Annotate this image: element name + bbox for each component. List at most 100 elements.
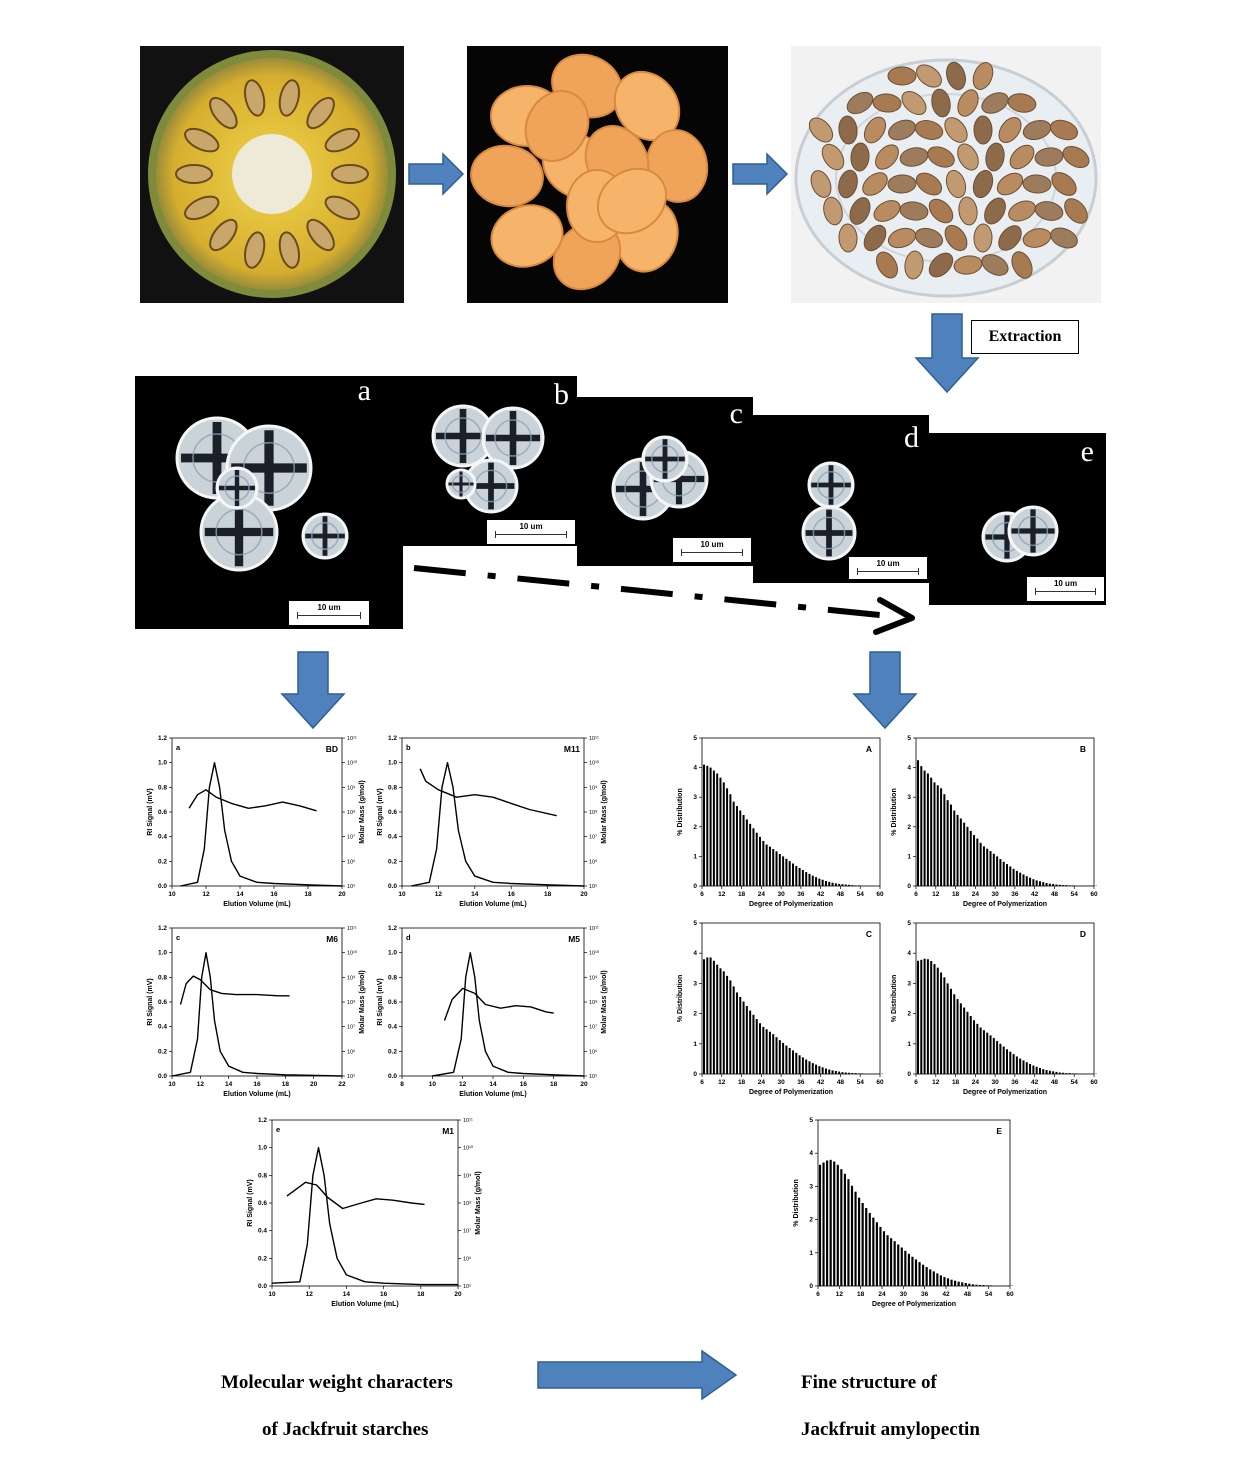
y2-tick-label: 10⁹ (347, 784, 355, 791)
dp-bar (1045, 883, 1048, 886)
dp-bar (953, 994, 956, 1074)
dp-bar (1029, 877, 1032, 886)
y-tick-label: 3 (907, 980, 911, 987)
plot-frame (701, 922, 881, 1075)
y2-tick-label: 10¹⁰ (347, 950, 358, 957)
dp-bar (778, 854, 781, 886)
dp-bar (749, 823, 752, 886)
y-axis-label: RI Signal (mV) (377, 788, 384, 835)
dp-bar (829, 1159, 832, 1286)
dp-bar (792, 1050, 795, 1074)
x-tick-label: 14 (236, 891, 244, 898)
dp-bar (968, 1283, 971, 1286)
micrograph-a: a 10 um (135, 376, 403, 629)
dp-bar (1015, 1056, 1018, 1074)
ri-signal-curve (432, 952, 585, 1077)
x-tick-label: 30 (991, 1079, 999, 1086)
y-axis-label: % Distribution (891, 788, 898, 835)
dp-bar (872, 1217, 875, 1286)
dp-bar (882, 1231, 886, 1286)
micrograph-letter-e: e (1080, 435, 1094, 468)
dp-bar (976, 1023, 979, 1074)
arrow-right-bottom (536, 1348, 740, 1407)
panel-corner-label: M11 (564, 744, 580, 754)
y-tick-label: 1.2 (258, 1117, 267, 1124)
dp-bar (925, 1267, 928, 1286)
dp-bar (739, 810, 742, 886)
x-tick-label: 24 (972, 1079, 980, 1086)
dp-bar (831, 1070, 834, 1074)
y2-tick-label: 10¹¹ (463, 1118, 473, 1124)
dp-bar (1019, 872, 1022, 886)
micrograph-letter-d: d (904, 421, 919, 454)
dp-bar (966, 826, 969, 886)
panel-letter: c (176, 933, 180, 942)
dp-bar (949, 804, 952, 886)
x-tick-label: 42 (942, 1291, 950, 1298)
x-tick-label: 10 (168, 1081, 176, 1088)
x-tick-label: 24 (972, 891, 980, 898)
y-tick-label: 4 (907, 950, 911, 957)
y-tick-label: 5 (907, 920, 911, 927)
y-tick-label: 5 (809, 1117, 813, 1124)
dp-bar (857, 1073, 860, 1074)
x-axis-label: Elution Volume (mL) (223, 901, 291, 908)
x-tick-label: 18 (952, 1079, 960, 1086)
dp-bar (716, 964, 719, 1074)
y-tick-label: 1 (907, 1041, 911, 1048)
x-axis-label: Elution Volume (mL) (459, 1091, 527, 1098)
x-tick-label: 42 (817, 1079, 825, 1086)
dp-bar (964, 1283, 967, 1286)
y-tick-label: 2 (693, 1011, 697, 1018)
y2-tick-label: 10⁸ (347, 809, 355, 816)
dp-bar (1052, 883, 1055, 886)
dp-bar (1071, 1073, 1074, 1074)
plot-frame (171, 737, 343, 887)
x-tick-label: 54 (1071, 891, 1079, 898)
plot-frame (171, 927, 343, 1077)
caption-right-line-1: Fine structure of (801, 1372, 937, 1393)
dp-bar (1022, 874, 1025, 886)
dp-bar (851, 885, 854, 886)
scale-bar-text: 10 um (876, 559, 900, 568)
y-tick-label: 5 (693, 735, 697, 742)
dp-bar (768, 1031, 771, 1074)
scale-bar-c: 10 um (673, 538, 751, 562)
dp-bar (917, 960, 920, 1074)
dp-bar (1071, 885, 1074, 886)
x-tick-label: 10 (398, 891, 406, 898)
dp-bar (907, 1253, 910, 1286)
dp-bar (959, 1003, 962, 1074)
dp-bar (824, 1068, 827, 1074)
dp-bar (831, 882, 834, 886)
y2-tick-label: 10⁵ (589, 1073, 597, 1080)
x-tick-label: 14 (343, 1291, 351, 1298)
molar-mass-curve (443, 987, 554, 1021)
dp-bar (992, 1038, 995, 1074)
x-axis-label: Degree of Polymerization (872, 1301, 956, 1308)
photo-jackfruit-seeds (791, 46, 1101, 303)
micrograph-c: c 10 um (577, 397, 753, 566)
dp-bar (854, 1073, 857, 1074)
x-tick-label: 36 (921, 1291, 929, 1298)
dp-bar (833, 1161, 836, 1286)
dp-bar (1068, 885, 1071, 886)
mw-chart-c: 10 12 14 16 18 20 22 0.0 0.2 0.4 0.6 0.8 1.0 1.2 Eluti… (140, 920, 370, 1102)
y2-axis-label: Molar Mass (g/mol) (601, 780, 608, 843)
dp-bar (755, 1019, 758, 1074)
dp-bar (886, 1235, 889, 1286)
dp-bar (775, 851, 778, 886)
dp-bar (1038, 881, 1041, 886)
scale-bar-text: 10 um (1053, 579, 1078, 588)
x-tick-label: 12 (202, 891, 210, 898)
dp-bar (1015, 870, 1018, 886)
dp-bar (1058, 884, 1061, 886)
arrow-right-2 (731, 150, 789, 203)
dp-bar (1055, 1071, 1058, 1074)
panel-corner-label: B (1080, 744, 1086, 754)
x-tick-label: 20 (310, 1081, 318, 1088)
x-tick-label: 12 (718, 1079, 726, 1086)
dp-bar (818, 1164, 822, 1286)
dp-bar (897, 1244, 900, 1286)
plot-frame (915, 737, 1095, 887)
